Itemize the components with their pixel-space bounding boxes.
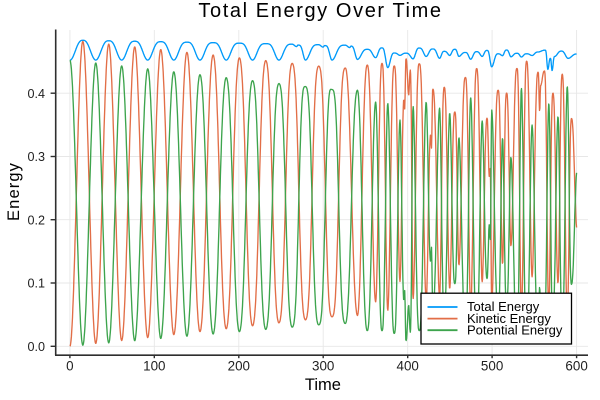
svg-text:0.1: 0.1	[27, 277, 45, 291]
svg-text:Kinetic Energy: Kinetic Energy	[467, 311, 551, 326]
svg-text:400: 400	[397, 359, 419, 374]
svg-text:300: 300	[312, 359, 334, 374]
svg-text:0.2: 0.2	[27, 213, 45, 227]
svg-text:100: 100	[143, 359, 165, 374]
svg-text:0: 0	[66, 359, 73, 374]
svg-text:Total Energy: Total Energy	[467, 299, 540, 314]
svg-text:600: 600	[565, 359, 587, 374]
svg-text:500: 500	[481, 359, 503, 374]
svg-text:0.0: 0.0	[27, 340, 45, 354]
svg-text:Potential Energy: Potential Energy	[467, 322, 563, 337]
svg-text:200: 200	[228, 359, 250, 374]
svg-text:Time: Time	[305, 376, 341, 394]
svg-text:Total Energy Over Time: Total Energy Over Time	[198, 0, 442, 22]
svg-text:0.4: 0.4	[27, 87, 45, 101]
svg-text:Energy: Energy	[5, 162, 23, 221]
svg-text:0.3: 0.3	[27, 150, 45, 164]
